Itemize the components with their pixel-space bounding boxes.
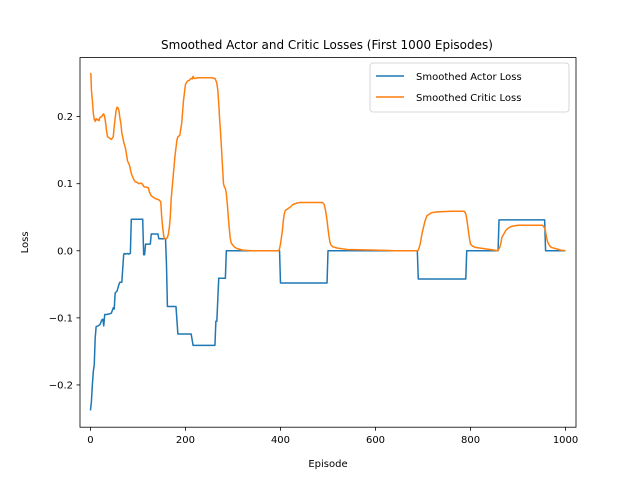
legend-frame (369, 62, 570, 113)
x-tick-label: 600 (366, 435, 385, 446)
y-tick-label: −0.2 (49, 380, 73, 391)
legend-entry-actor: Smoothed Actor Loss (416, 72, 522, 83)
x-tick-label: 800 (461, 435, 480, 446)
x-tick-label: 1000 (553, 435, 578, 446)
y-axis-ticks: −0.2 −0.1 0.0 0.1 0.2 (49, 112, 80, 391)
y-tick-label: −0.1 (49, 313, 73, 324)
series-line-critic-loss (89, 72, 566, 252)
x-tick-label: 0 (87, 435, 93, 446)
axes-frame (79, 57, 577, 428)
y-tick-label: 0.0 (57, 246, 73, 257)
x-axis-ticks: 0 200 400 600 800 1000 (87, 427, 578, 446)
plot-area: 0 200 400 600 800 1000 −0.2 −0.1 0.0 0.1 0.2 (49, 57, 578, 446)
y-tick-label: 0.2 (57, 112, 73, 123)
series-line-actor-loss (89, 218, 566, 411)
series-layer (89, 72, 566, 411)
x-tick-label: 200 (176, 435, 195, 446)
x-tick-label: 400 (271, 435, 290, 446)
legend-entry-critic: Smoothed Critic Loss (416, 93, 521, 104)
y-axis-label: Loss (20, 231, 31, 253)
legend: Smoothed Actor Loss Smoothed Critic Loss (369, 62, 570, 113)
y-tick-label: 0.1 (57, 179, 73, 190)
chart-title: Smoothed Actor and Critic Losses (First … (161, 38, 493, 52)
x-axis-label: Episode (308, 459, 347, 470)
